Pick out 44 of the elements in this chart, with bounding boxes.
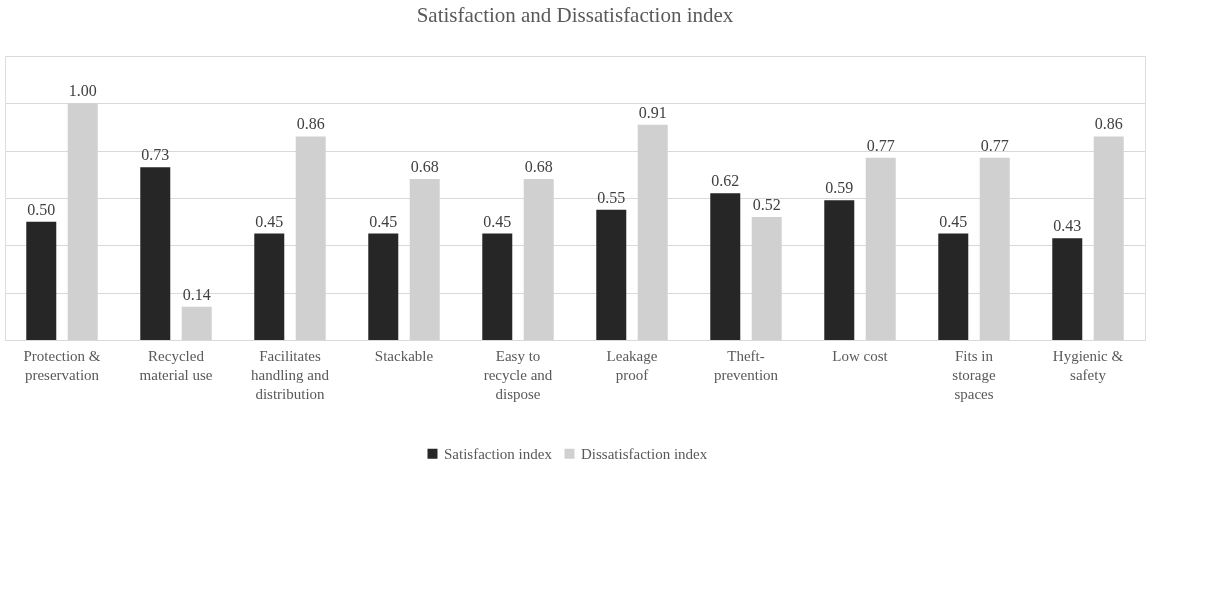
chart-title: Satisfaction and Dissatisfaction index [416, 3, 734, 27]
bar [368, 233, 399, 340]
data-label: 0.45 [255, 212, 284, 230]
data-label: 0.50 [27, 200, 56, 218]
x-tick-label: Hygienic & safety [1052, 347, 1124, 383]
bar [181, 306, 212, 340]
data-label: 0.59 [825, 179, 854, 197]
legend-label: Satisfaction index [444, 445, 553, 462]
bar [710, 193, 741, 340]
bar [140, 167, 171, 340]
data-label: 0.43 [1053, 217, 1082, 235]
data-label: 0.14 [182, 285, 211, 303]
x-tick-label: Low cost [832, 347, 889, 364]
legend-label: Dissatisfaction index [581, 445, 708, 462]
data-label: 0.62 [711, 172, 740, 190]
bar [824, 200, 855, 340]
x-tick-label: Theft-prevention [713, 347, 779, 383]
data-label: 0.45 [369, 212, 398, 230]
data-label: 0.52 [752, 195, 781, 213]
data-label: 1.00 [68, 82, 97, 100]
data-label: 0.86 [296, 115, 325, 133]
data-label: 0.68 [524, 158, 553, 176]
x-tick-label: Protection & preservation [23, 347, 101, 383]
bar [254, 233, 285, 340]
data-label: 0.91 [638, 103, 667, 121]
x-tick-label: Facilitates handling and distribution [251, 347, 330, 402]
data-label: 0.45 [483, 212, 512, 230]
bar [482, 233, 513, 340]
bar [26, 221, 57, 340]
data-label: 0.68 [410, 158, 439, 176]
data-label: 0.73 [141, 146, 170, 164]
data-label: 0.77 [866, 136, 895, 154]
data-label: 0.86 [1094, 115, 1123, 133]
bar [938, 233, 969, 340]
bar [1052, 238, 1083, 340]
x-tick-label: Fits in storage spaces [952, 347, 996, 402]
x-tick-label: Stackable [374, 347, 434, 364]
data-label: 0.45 [939, 212, 968, 230]
data-label: 0.77 [980, 136, 1009, 154]
x-tick-label: Leakage proof [606, 347, 658, 383]
data-label: 0.55 [597, 188, 626, 206]
x-tick-label: Recycled material use [139, 347, 213, 383]
bar [596, 209, 627, 340]
x-tick-label: Easy to recycle and dispose [483, 347, 553, 402]
